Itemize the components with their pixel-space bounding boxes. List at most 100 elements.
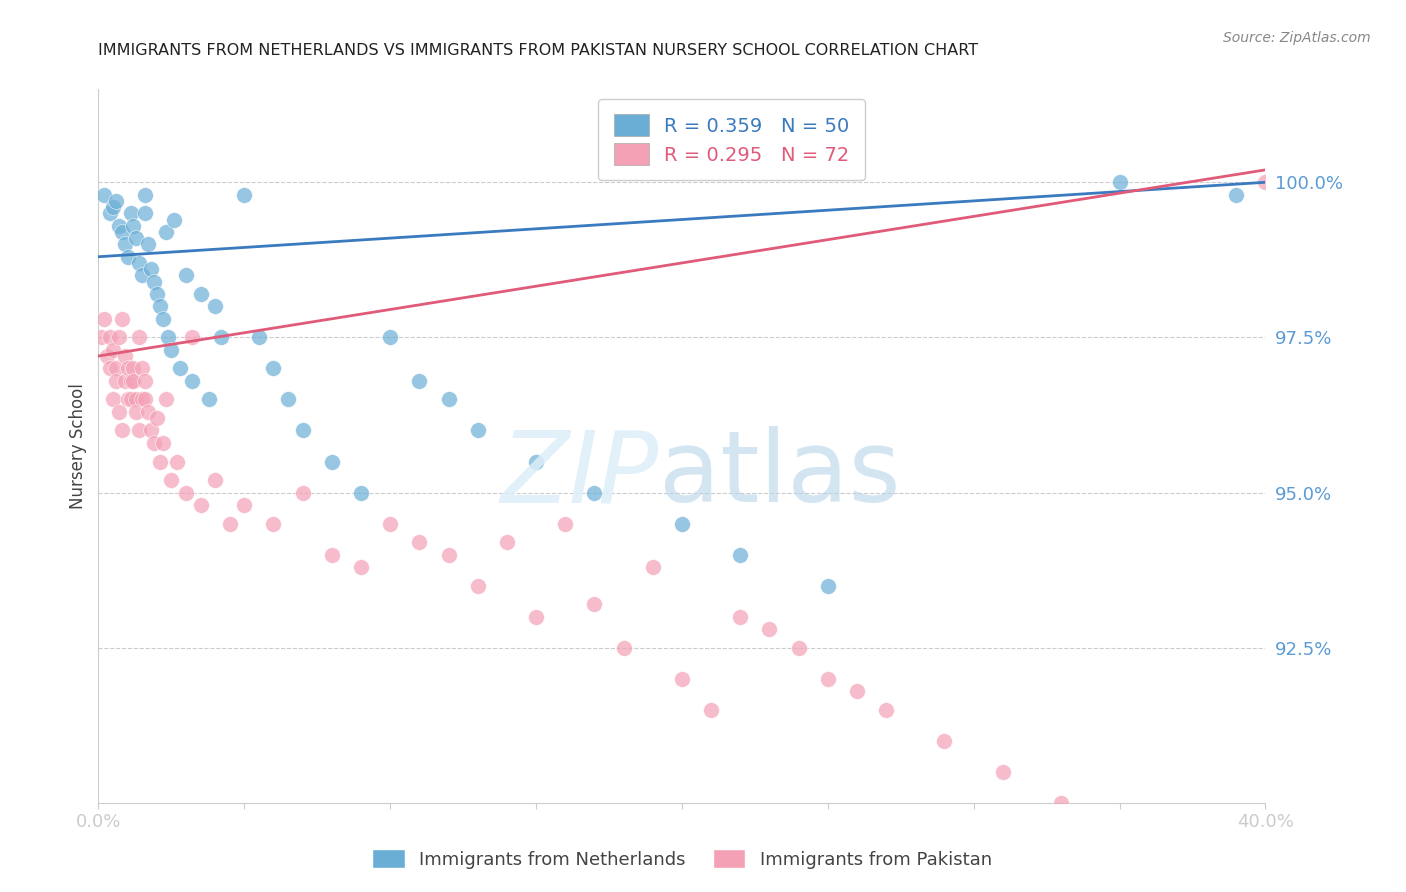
Point	[180, 330, 202, 344]
Point	[149, 454, 172, 468]
Point	[120, 374, 142, 388]
Point	[128, 424, 150, 438]
Point	[233, 498, 256, 512]
Point	[122, 219, 145, 233]
Point	[1108, 175, 1130, 189]
Point	[291, 424, 314, 438]
Point	[291, 485, 314, 500]
Point	[93, 311, 115, 326]
Point	[641, 560, 664, 574]
Point	[155, 225, 177, 239]
Point	[612, 640, 634, 655]
Point	[321, 454, 343, 468]
Point	[408, 374, 430, 388]
Text: Source: ZipAtlas.com: Source: ZipAtlas.com	[1223, 31, 1371, 45]
Point	[1254, 175, 1277, 189]
Point	[845, 684, 868, 698]
Point	[114, 349, 136, 363]
Point	[120, 206, 142, 220]
Point	[160, 473, 183, 487]
Point	[437, 392, 460, 407]
Point	[136, 405, 159, 419]
Text: atlas: atlas	[658, 426, 900, 523]
Point	[437, 548, 460, 562]
Point	[583, 485, 606, 500]
Point	[1225, 187, 1247, 202]
Point	[190, 498, 212, 512]
Point	[671, 672, 693, 686]
Point	[134, 187, 156, 202]
Point	[134, 392, 156, 407]
Point	[350, 560, 373, 574]
Point	[146, 411, 169, 425]
Text: ZIP: ZIP	[501, 426, 658, 523]
Point	[114, 374, 136, 388]
Legend: Immigrants from Netherlands, Immigrants from Pakistan: Immigrants from Netherlands, Immigrants …	[366, 841, 998, 876]
Point	[1195, 858, 1218, 872]
Point	[700, 703, 723, 717]
Point	[149, 299, 172, 313]
Point	[134, 374, 156, 388]
Point	[125, 392, 148, 407]
Text: IMMIGRANTS FROM NETHERLANDS VS IMMIGRANTS FROM PAKISTAN NURSERY SCHOOL CORRELATI: IMMIGRANTS FROM NETHERLANDS VS IMMIGRANT…	[98, 43, 979, 58]
Point	[728, 609, 751, 624]
Point	[180, 374, 202, 388]
Point	[136, 237, 159, 252]
Point	[108, 405, 131, 419]
Point	[111, 311, 134, 326]
Point	[524, 609, 547, 624]
Point	[1108, 827, 1130, 841]
Point	[146, 287, 169, 301]
Point	[101, 200, 124, 214]
Point	[190, 287, 212, 301]
Point	[98, 361, 121, 376]
Point	[262, 361, 284, 376]
Point	[262, 516, 284, 531]
Point	[467, 579, 489, 593]
Point	[198, 392, 221, 407]
Point	[134, 206, 156, 220]
Point	[131, 361, 153, 376]
Point	[524, 454, 547, 468]
Point	[128, 256, 150, 270]
Point	[142, 275, 165, 289]
Point	[218, 516, 240, 531]
Point	[321, 548, 343, 562]
Point	[93, 187, 115, 202]
Point	[108, 330, 131, 344]
Point	[104, 361, 127, 376]
Point	[378, 330, 402, 344]
Point	[98, 206, 121, 220]
Point	[174, 268, 197, 283]
Point	[131, 268, 153, 283]
Point	[204, 473, 226, 487]
Point	[817, 672, 839, 686]
Point	[163, 212, 186, 227]
Point	[125, 405, 148, 419]
Point	[120, 392, 142, 407]
Point	[160, 343, 183, 357]
Point	[277, 392, 299, 407]
Point	[104, 194, 127, 208]
Point	[758, 622, 780, 636]
Point	[117, 361, 139, 376]
Point	[1050, 796, 1073, 810]
Point	[583, 597, 606, 611]
Point	[125, 231, 148, 245]
Point	[142, 436, 165, 450]
Point	[467, 424, 489, 438]
Point	[671, 516, 693, 531]
Point	[128, 330, 150, 344]
Point	[155, 392, 177, 407]
Point	[98, 330, 121, 344]
Point	[495, 535, 517, 549]
Point	[209, 330, 232, 344]
Point	[101, 343, 124, 357]
Point	[117, 392, 139, 407]
Point	[139, 424, 162, 438]
Point	[111, 424, 134, 438]
Point	[157, 330, 180, 344]
Point	[247, 330, 270, 344]
Point	[96, 349, 118, 363]
Point	[122, 374, 145, 388]
